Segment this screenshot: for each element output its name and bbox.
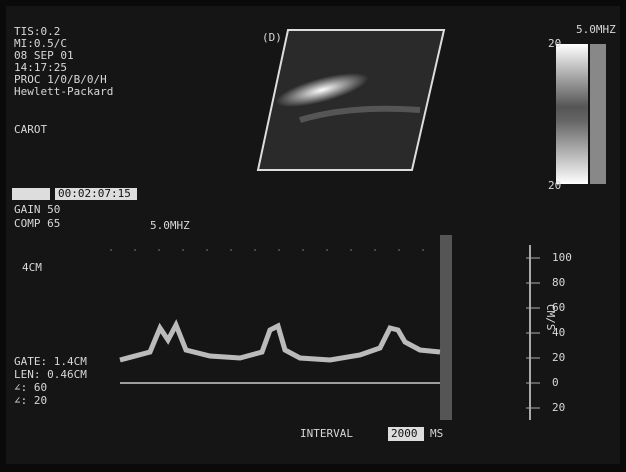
interval-unit: MS — [430, 427, 443, 440]
timestamp: 00:02:07:15 — [58, 187, 131, 200]
scroll-bar — [440, 235, 452, 420]
gate-line: LEN: 0.46CM — [14, 368, 87, 381]
gain: GAIN 50 — [14, 203, 60, 216]
image-tag: (D) — [262, 31, 282, 44]
gate-line: GATE: 1.4CM — [14, 355, 87, 368]
scale-label: 40 — [552, 326, 565, 339]
scale-label: 0 — [552, 376, 559, 389]
scale-label: 100 — [552, 251, 572, 264]
scale-label: 60 — [552, 301, 565, 314]
scale-label: 20 — [552, 351, 565, 364]
comp: COMP 65 — [14, 217, 60, 230]
depth: 4CM — [22, 261, 42, 274]
ultrasound-screen: (D) 5.0MHZ 20 20 00:02:07:15 GAIN 50 COM… — [0, 0, 626, 472]
gate-line: ∠: 60 — [14, 381, 47, 394]
color-bar-side — [590, 44, 606, 184]
color-bar-top: 20 — [548, 37, 561, 50]
marker-box — [12, 188, 50, 200]
scale-label: 20 — [552, 401, 565, 414]
color-bar-bottom: 20 — [548, 179, 561, 192]
header-label: CAROT — [14, 123, 47, 136]
color-bar-frequency: 5.0MHZ — [576, 23, 616, 36]
interval-label: INTERVAL — [300, 427, 353, 440]
color-bar — [556, 44, 588, 184]
gate-line: ∠: 20 — [14, 394, 47, 407]
header-line: Hewlett-Packard — [14, 85, 113, 98]
interval-value: 2000 — [391, 427, 418, 440]
scale-label: 80 — [552, 276, 565, 289]
doppler-frequency: 5.0MHZ — [150, 219, 190, 232]
